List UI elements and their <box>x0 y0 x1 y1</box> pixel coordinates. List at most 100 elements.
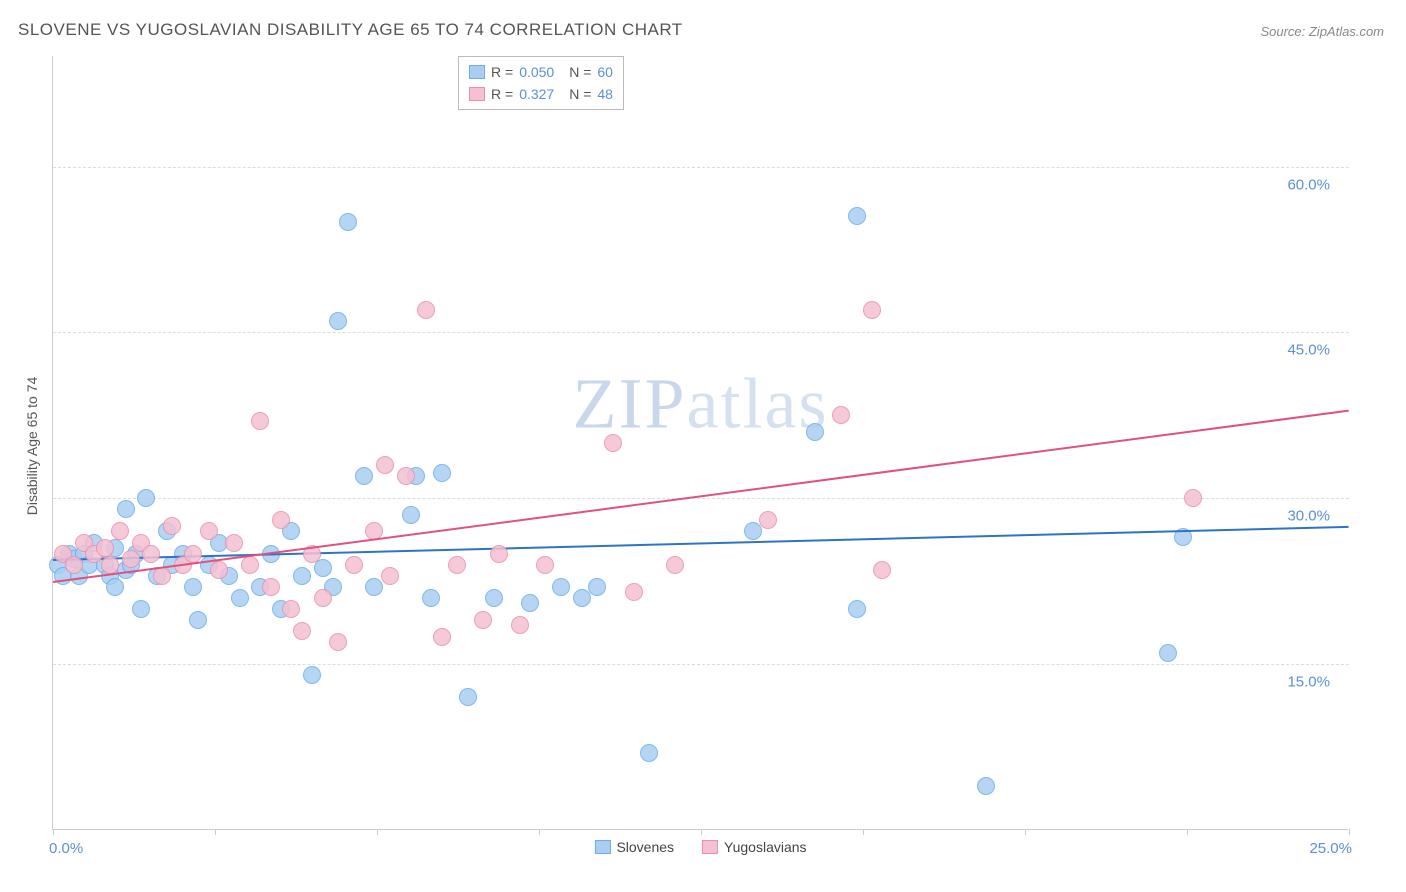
data-point <box>490 545 508 563</box>
x-tick <box>701 829 702 835</box>
data-point <box>474 611 492 629</box>
legend-label-slovenes: Slovenes <box>616 839 674 855</box>
value-r-yugoslavians: 0.327 <box>519 83 563 105</box>
data-point <box>106 578 124 596</box>
data-point <box>184 578 202 596</box>
data-point <box>759 511 777 529</box>
swatch-yugoslavians <box>702 840 718 854</box>
value-r-slovenes: 0.050 <box>519 61 563 83</box>
data-point <box>459 688 477 706</box>
scatter-chart: ZIPatlas R = 0.050 N = 60 R = 0.327 N = … <box>52 56 1348 830</box>
trend-line <box>53 410 1349 583</box>
data-point <box>282 600 300 618</box>
data-point <box>1159 644 1177 662</box>
data-point <box>625 583 643 601</box>
data-point <box>303 666 321 684</box>
data-point <box>142 545 160 563</box>
data-point <box>111 522 129 540</box>
x-tick <box>539 829 540 835</box>
data-point <box>381 567 399 585</box>
data-point <box>848 207 866 225</box>
data-point <box>241 556 259 574</box>
data-point <box>210 561 228 579</box>
data-point <box>433 628 451 646</box>
source-attribution: Source: ZipAtlas.com <box>1260 24 1384 39</box>
data-point <box>329 633 347 651</box>
data-point <box>132 600 150 618</box>
data-point <box>189 611 207 629</box>
data-point <box>200 522 218 540</box>
data-point <box>536 556 554 574</box>
stats-legend: R = 0.050 N = 60 R = 0.327 N = 48 <box>458 56 624 110</box>
data-point <box>422 589 440 607</box>
data-point <box>402 506 420 524</box>
data-point <box>231 589 249 607</box>
data-point <box>365 578 383 596</box>
series-legend: Slovenes Yugoslavians <box>594 839 806 855</box>
data-point <box>604 434 622 452</box>
legend-item-yugoslavians: Yugoslavians <box>702 839 807 855</box>
x-tick <box>377 829 378 835</box>
data-point <box>640 744 658 762</box>
gridline <box>53 498 1349 499</box>
data-point <box>417 301 435 319</box>
x-tick-label: 0.0% <box>49 840 83 857</box>
data-point <box>122 550 140 568</box>
gridline <box>53 664 1349 665</box>
value-n-slovenes: 60 <box>597 61 613 83</box>
data-point <box>293 567 311 585</box>
label-r: R = <box>491 61 513 83</box>
data-point <box>511 616 529 634</box>
data-point <box>329 312 347 330</box>
x-tick <box>1349 829 1350 835</box>
label-n: N = <box>569 61 591 83</box>
data-point <box>339 213 357 231</box>
data-point <box>65 556 83 574</box>
data-point <box>485 589 503 607</box>
data-point <box>262 578 280 596</box>
data-point <box>345 556 363 574</box>
x-tick <box>53 829 54 835</box>
data-point <box>184 545 202 563</box>
x-tick <box>1025 829 1026 835</box>
data-point <box>744 522 762 540</box>
gridline <box>53 332 1349 333</box>
data-point <box>806 423 824 441</box>
chart-title: SLOVENE VS YUGOSLAVIAN DISABILITY AGE 65… <box>18 20 683 40</box>
data-point <box>137 489 155 507</box>
data-point <box>117 500 135 518</box>
data-point <box>376 456 394 474</box>
gridline <box>53 167 1349 168</box>
y-tick-label: 45.0% <box>1287 342 1330 359</box>
data-point <box>977 777 995 795</box>
data-point <box>433 464 451 482</box>
stats-row-slovenes: R = 0.050 N = 60 <box>469 61 613 83</box>
data-point <box>314 589 332 607</box>
data-point <box>1184 489 1202 507</box>
watermark: ZIPatlas <box>573 362 829 445</box>
x-tick <box>1187 829 1188 835</box>
data-point <box>873 561 891 579</box>
data-point <box>314 559 332 577</box>
data-point <box>251 412 269 430</box>
watermark-zip: ZIP <box>573 363 687 443</box>
stats-row-yugoslavians: R = 0.327 N = 48 <box>469 83 613 105</box>
y-tick-label: 30.0% <box>1287 508 1330 525</box>
data-point <box>848 600 866 618</box>
data-point <box>573 589 591 607</box>
data-point <box>293 622 311 640</box>
data-point <box>588 578 606 596</box>
y-axis-label: Disability Age 65 to 74 <box>24 377 40 516</box>
data-point <box>355 467 373 485</box>
data-point <box>863 301 881 319</box>
data-point <box>552 578 570 596</box>
swatch-slovenes <box>594 840 610 854</box>
data-point <box>397 467 415 485</box>
data-point <box>832 406 850 424</box>
data-point <box>163 517 181 535</box>
data-point <box>96 539 114 557</box>
swatch-yugoslavians <box>469 87 485 101</box>
data-point <box>225 534 243 552</box>
x-tick <box>863 829 864 835</box>
y-tick-label: 15.0% <box>1287 674 1330 691</box>
